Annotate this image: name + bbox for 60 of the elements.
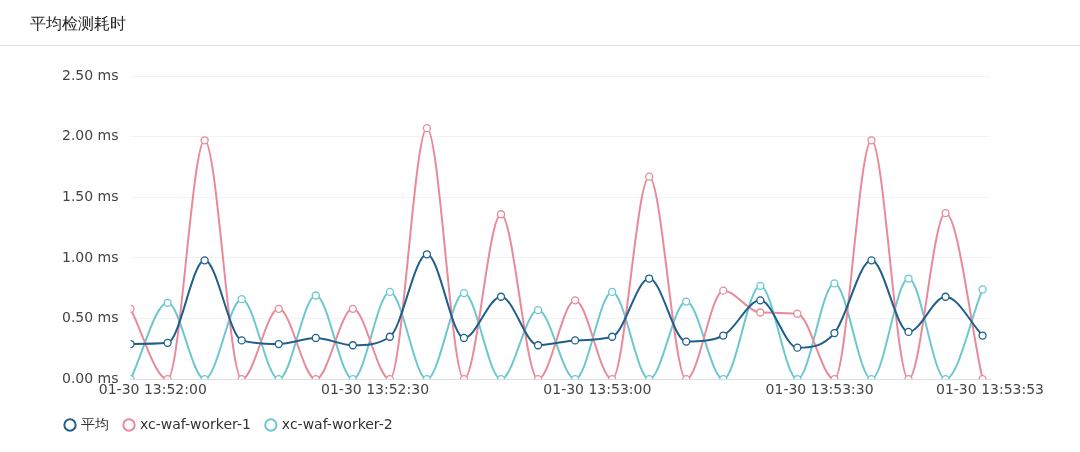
point [682,297,691,306]
point [385,287,395,297]
point [163,338,172,347]
point [904,274,913,283]
y-tick-label: 1.00 ms [61,248,119,265]
point [459,288,469,298]
point [719,331,728,340]
point [496,292,506,301]
point [867,136,876,145]
point [422,124,432,133]
y-tick-label: 2.50 ms [61,66,119,83]
point [682,337,691,346]
point [533,305,543,315]
point [607,287,617,297]
x-tick-label: 01-30 13:53:30 [765,381,874,398]
point [163,298,172,307]
point [311,333,320,343]
point [793,309,802,318]
point [645,274,654,283]
point [570,336,580,345]
point [793,343,802,352]
point [496,210,506,219]
point [756,296,765,305]
chart-title: 平均检测耗时 [0,0,1080,46]
point [756,281,765,290]
point [645,172,654,181]
point [200,256,209,265]
point [978,285,987,294]
legend-label: xc-waf-worker-2 [281,415,393,432]
point [941,208,950,218]
point [867,256,876,265]
point [756,308,765,317]
point [719,286,728,295]
point [237,295,246,304]
point [348,304,357,314]
point [830,279,839,288]
point [904,327,913,337]
point [941,292,950,301]
point [348,341,357,350]
y-tick-label: 0.50 ms [61,309,119,326]
point [385,332,395,341]
point [533,341,543,350]
legend-label: 平均 [81,415,109,432]
point [274,339,283,349]
legend-label: xc-waf-worker-1 [140,415,251,432]
point [274,304,283,314]
point [830,328,839,338]
point [978,331,987,340]
x-tick-label: 01-30 13:53:00 [543,381,652,398]
x-tick-label: 01-30 13:53:53 [935,381,1045,398]
y-tick-label: 2.00 ms [61,127,119,144]
point [459,333,469,343]
point [311,291,320,300]
y-tick-label: 1.50 ms [61,187,119,204]
x-tick-label: 01-30 13:52:30 [321,381,430,398]
point [237,336,246,345]
point [607,332,617,341]
point [422,250,432,259]
point [200,136,209,145]
point [570,296,580,305]
